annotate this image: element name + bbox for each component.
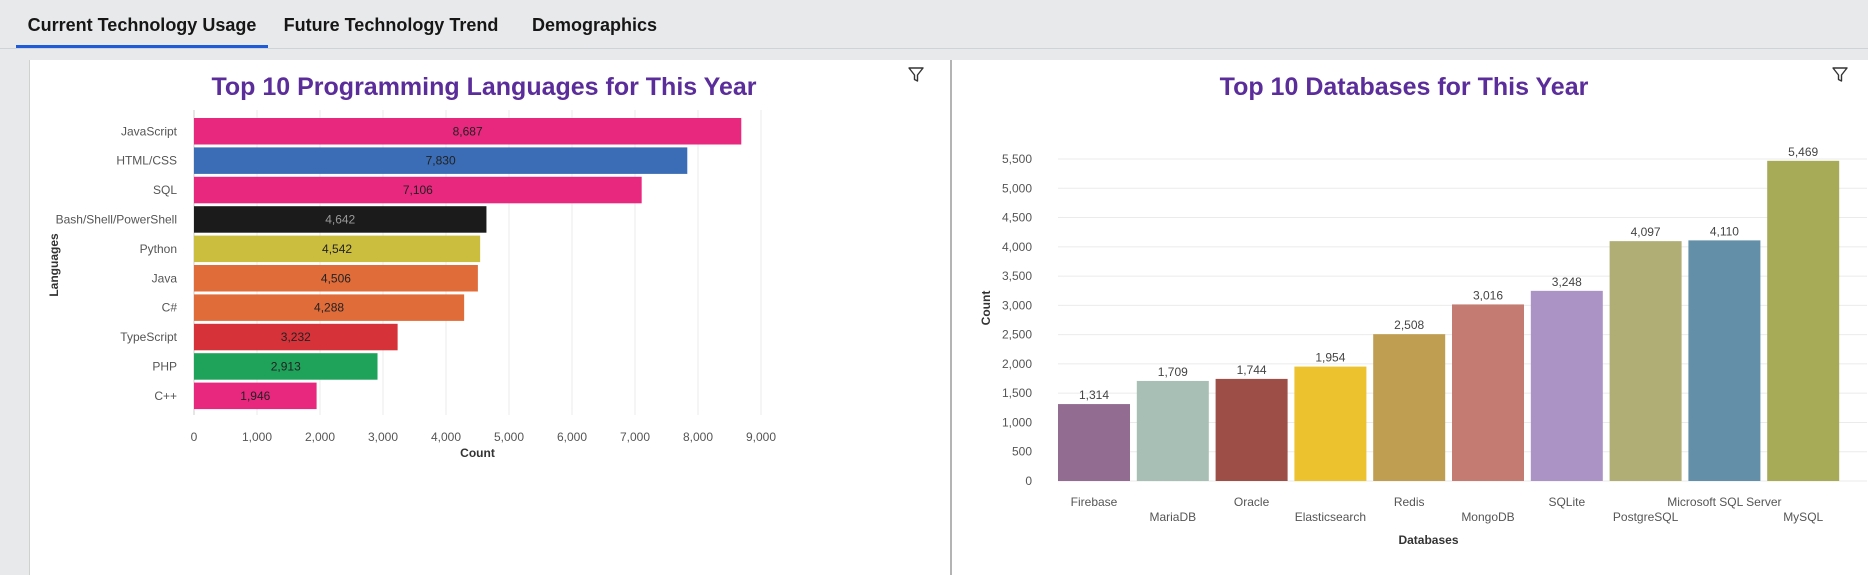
y-tick-label: JavaScript (121, 124, 178, 138)
x-tick-label: Oracle (1234, 495, 1270, 509)
tab-current-technology-usage[interactable]: Current Technology Usage (16, 0, 268, 48)
y-tick-label: 1,500 (1002, 386, 1032, 400)
tab-future-technology-trend[interactable]: Future Technology Trend (283, 15, 499, 35)
bar-python (194, 235, 481, 263)
y-tick-label: 4,500 (1002, 211, 1032, 225)
y-tick-label: C# (162, 301, 178, 315)
x-tick-label: MongoDB (1461, 510, 1514, 524)
filter-icon[interactable] (1831, 66, 1849, 84)
x-axis-label: Count (460, 446, 495, 460)
x-tick-label: 8,000 (683, 430, 713, 444)
languages-bar-chart: 0 1,000 2,000 3,000 4,000 5,000 6,000 7,000 8,00… (47, 110, 776, 460)
y-tick-label: PHP (152, 359, 177, 373)
y-tick-label: 3,000 (1002, 298, 1032, 312)
bar-html-css (194, 147, 688, 174)
data-label: 1,744 (1237, 363, 1267, 377)
data-label: 1,946 (240, 389, 270, 403)
y-axis-label: Count (979, 291, 993, 326)
y-tick-label: 0 (1025, 474, 1032, 488)
bar-javascript (194, 118, 742, 145)
bar-c- (194, 294, 465, 321)
y-axis-label: Languages (47, 233, 61, 297)
data-label: 4,642 (325, 212, 355, 226)
data-label: 4,097 (1631, 225, 1661, 239)
data-label: 3,248 (1552, 275, 1582, 289)
bar-typescript (194, 323, 398, 351)
data-label: 3,016 (1473, 288, 1503, 302)
x-tick-label: Microsoft SQL Server (1667, 495, 1781, 509)
x-tick-label: 5,000 (494, 430, 524, 444)
data-label: 4,288 (314, 301, 344, 315)
data-label: 2,508 (1394, 318, 1424, 332)
bar-sql (194, 176, 642, 204)
y-tick-label: 5,000 (1002, 181, 1032, 195)
y-tick-label: 2,500 (1002, 328, 1032, 342)
x-tick-label: Firebase (1071, 495, 1118, 509)
y-tick-label: TypeScript (120, 330, 177, 344)
data-label: 5,469 (1788, 145, 1818, 159)
x-tick-label: MariaDB (1149, 510, 1196, 524)
bar-php (194, 353, 378, 380)
bar-mariadb (1136, 380, 1209, 481)
databases-chart-title: Top 10 Databases for This Year (1219, 73, 1589, 101)
x-axis-label: Databases (1398, 533, 1458, 547)
y-tick-label: SQL (153, 183, 177, 197)
y-tick-label: Bash/Shell/PowerShell (56, 212, 177, 226)
data-label: 7,106 (403, 183, 433, 197)
x-tick-label: 9,000 (746, 430, 776, 444)
bar-sqlite (1530, 290, 1603, 481)
y-tick-label: HTML/CSS (116, 154, 177, 168)
bar-bash-shell-powershell (194, 206, 487, 233)
x-tick-label: PostgreSQL (1613, 510, 1679, 524)
data-label: 4,506 (321, 271, 351, 285)
bar-java (194, 265, 478, 292)
bar-mongodb (1452, 304, 1524, 481)
data-label: 3,232 (281, 330, 311, 344)
bar-c- (194, 382, 317, 410)
bar-mysql (1767, 160, 1840, 481)
y-tick-label: 5,500 (1002, 152, 1032, 166)
x-tick-label: Redis (1394, 495, 1425, 509)
x-tick-label: 4,000 (431, 430, 461, 444)
data-label: 8,687 (453, 124, 483, 138)
y-tick-label: Python (140, 242, 177, 256)
bar-elasticsearch (1294, 366, 1367, 481)
x-tick-label: 0 (191, 430, 198, 444)
languages-chart-panel: Top 10 Programming Languages for This Ye… (29, 60, 950, 575)
bar-microsoft-sql-server (1688, 240, 1761, 481)
x-tick-label: 6,000 (557, 430, 587, 444)
data-label: 7,830 (426, 154, 456, 168)
y-tick-label: C++ (154, 389, 177, 403)
y-tick-label: Java (152, 271, 178, 285)
x-tick-label: SQLite (1548, 495, 1585, 509)
x-tick-label: MySQL (1783, 510, 1823, 524)
filter-icon[interactable] (907, 66, 925, 84)
databases-bar-chart: 0 500 1,000 1,500 2,000 2,500 3,000 3,500 4,000 4… (979, 145, 1867, 547)
x-tick-label: 2,000 (305, 430, 335, 444)
data-label: 1,314 (1079, 388, 1109, 402)
data-label: 1,954 (1315, 351, 1345, 365)
x-tick-label: Elasticsearch (1295, 510, 1366, 524)
x-tick-label: 3,000 (368, 430, 398, 444)
bar-redis (1373, 334, 1446, 481)
y-tick-label: 1,000 (1002, 415, 1032, 429)
x-tick-label: 7,000 (620, 430, 650, 444)
x-tick-label: 1,000 (242, 430, 272, 444)
y-tick-label: 2,000 (1002, 357, 1032, 371)
tab-demographics[interactable]: Demographics (531, 15, 658, 35)
data-label: 4,110 (1710, 224, 1739, 238)
data-label: 1,709 (1158, 365, 1188, 379)
data-label: 2,913 (271, 359, 301, 373)
y-tick-label: 500 (1012, 445, 1032, 459)
data-label: 4,542 (322, 242, 352, 256)
languages-chart-title: Top 10 Programming Languages for This Ye… (211, 73, 757, 101)
bar-postgresql (1609, 241, 1682, 481)
bar-firebase (1058, 404, 1130, 481)
y-tick-label: 4,000 (1002, 240, 1032, 254)
databases-chart-panel: Top 10 Databases for This Year 0 500 1,000… (950, 60, 1868, 575)
tab-bar: Current Technology Usage Future Technolo… (0, 0, 1868, 49)
bar-oracle (1215, 378, 1288, 481)
y-tick-label: 3,500 (1002, 269, 1032, 283)
